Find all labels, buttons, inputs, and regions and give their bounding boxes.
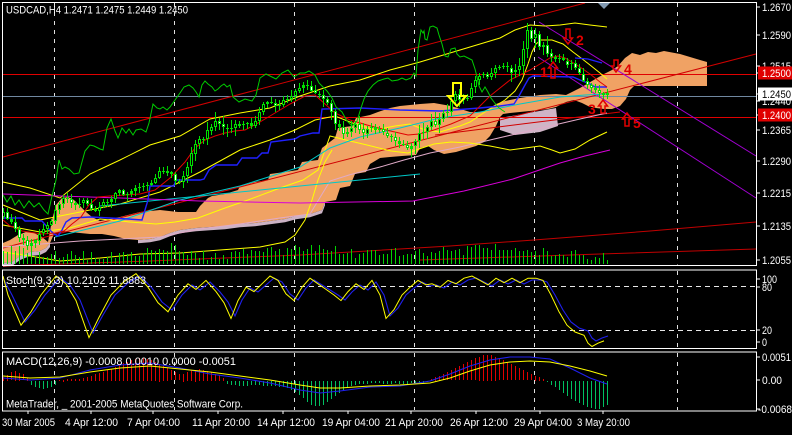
svg-text:3: 3 [588, 101, 596, 117]
svg-text:Stoch(9,3,3) 10.2102 11.8883: Stoch(9,3,3) 10.2102 11.8883 [6, 275, 146, 287]
svg-text:30 Mar 2005: 30 Mar 2005 [2, 417, 55, 429]
svg-text:1.2400: 1.2400 [762, 110, 791, 122]
svg-text:USDCAD,H4 1.2471 1.2475 1.244: USDCAD,H4 1.2471 1.2475 1.2449 1.2450 [6, 5, 188, 17]
svg-text:29 Apr 04:00: 29 Apr 04:00 [514, 417, 572, 429]
svg-text:14 Apr 12:00: 14 Apr 12:00 [257, 417, 315, 429]
svg-text:4: 4 [624, 61, 632, 77]
svg-text:7 Apr 04:00: 7 Apr 04:00 [127, 417, 180, 429]
svg-text:5: 5 [633, 115, 641, 131]
svg-text:100: 100 [762, 274, 777, 286]
svg-text:1.2290: 1.2290 [762, 156, 791, 168]
svg-text:1.2215: 1.2215 [762, 188, 791, 200]
svg-text:26 Apr 12:00: 26 Apr 12:00 [450, 417, 508, 429]
svg-text:80: 80 [762, 282, 772, 294]
svg-text:4 Apr 12:00: 4 Apr 12:00 [65, 417, 118, 429]
svg-text:3 May 20:00: 3 May 20:00 [577, 417, 630, 429]
svg-text:0.00: 0.00 [762, 375, 782, 387]
svg-text:-0.0068: -0.0068 [758, 404, 792, 416]
svg-text:21 Apr 20:00: 21 Apr 20:00 [385, 417, 443, 429]
svg-text:1.2055: 1.2055 [762, 255, 791, 267]
svg-text:11 Apr 20:00: 11 Apr 20:00 [192, 417, 250, 429]
svg-text:MetaTrader, _ 2001-2005 MetaQu: MetaTrader, _ 2001-2005 MetaQuotes Softw… [6, 399, 243, 411]
svg-text:MACD(12,26,9) -0.0008 0.0010 0: MACD(12,26,9) -0.0008 0.0010 0.0000 -0.0… [6, 356, 236, 368]
svg-text:2: 2 [576, 32, 584, 48]
svg-text:20: 20 [762, 325, 772, 337]
svg-text:1.2500: 1.2500 [762, 68, 791, 80]
svg-text:1.2135: 1.2135 [762, 221, 791, 233]
svg-text:1.2450: 1.2450 [762, 89, 791, 101]
svg-text:0: 0 [762, 337, 767, 349]
svg-text:0.0051: 0.0051 [762, 352, 791, 364]
svg-text:1.2365: 1.2365 [762, 125, 791, 137]
svg-text:1: 1 [540, 64, 548, 80]
svg-text:19 Apr 04:00: 19 Apr 04:00 [322, 417, 380, 429]
svg-text:1.2670: 1.2670 [762, 2, 791, 14]
svg-text:1.2590: 1.2590 [762, 30, 791, 42]
